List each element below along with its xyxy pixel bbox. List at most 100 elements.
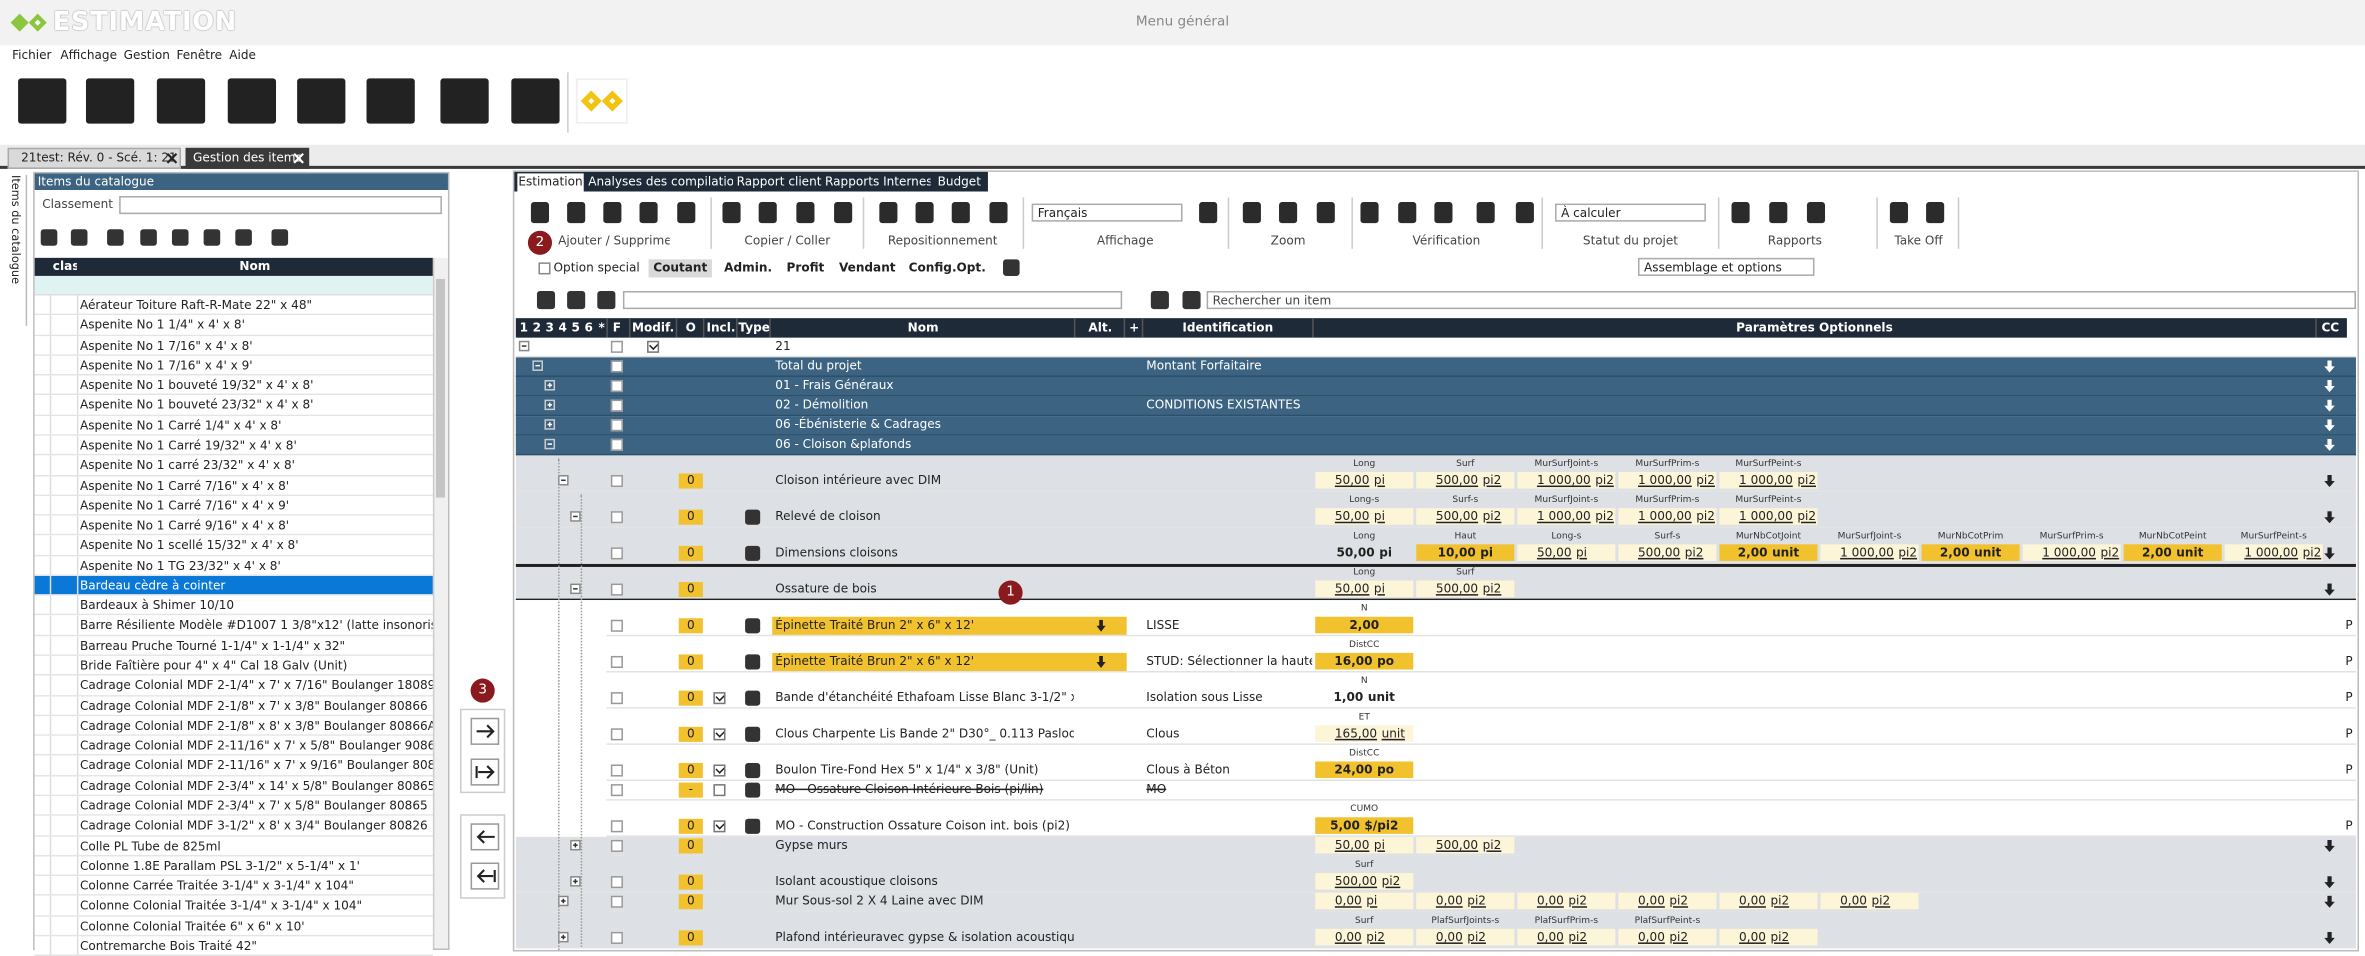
catalog-row[interactable]: Aspenite No 1 carré 23/32" x 4' x 8' xyxy=(35,456,433,476)
checkbox[interactable] xyxy=(611,439,623,451)
estimation-tab[interactable]: Rapport client xyxy=(736,173,822,191)
toolbar-icon[interactable] xyxy=(511,78,559,123)
parameter-cell[interactable]: 2,00unit xyxy=(2124,544,2222,561)
checkbox[interactable] xyxy=(611,360,623,372)
checkbox[interactable] xyxy=(611,840,623,852)
sub-tab[interactable]: Profit xyxy=(781,259,829,277)
catalog-tool-icon[interactable] xyxy=(140,229,157,246)
doc-tab[interactable]: 21test: Rév. 0 - Scé. 1: 21 xyxy=(8,148,181,169)
parameter-cell[interactable]: 1 000,00pi2 xyxy=(2225,544,2323,561)
parameter-cell[interactable]: 1 000,00pi2 xyxy=(1618,508,1716,525)
checkbox[interactable] xyxy=(611,475,623,487)
catalog-tool-icon[interactable] xyxy=(71,229,88,246)
checkbox[interactable] xyxy=(611,656,623,668)
toolbar-icon[interactable] xyxy=(1807,202,1825,223)
text-input[interactable] xyxy=(623,291,1122,309)
catalog-row[interactable]: Cadrage Colonial MDF 2-1/8" x 7' x 3/8" … xyxy=(35,696,433,716)
filter-icon[interactable] xyxy=(1182,291,1200,309)
sub-tab[interactable]: Coutant xyxy=(649,259,712,277)
toolbar-icon[interactable] xyxy=(1732,202,1750,223)
toolbar-icon[interactable] xyxy=(440,78,488,123)
parameter-cell[interactable]: 2,00 xyxy=(1315,617,1413,634)
checkbox[interactable] xyxy=(611,584,623,596)
edit-icon[interactable] xyxy=(537,291,555,309)
expander[interactable] xyxy=(545,400,556,411)
toolbar-icon[interactable] xyxy=(228,78,276,123)
checkbox[interactable] xyxy=(713,820,725,832)
toolbar-icon[interactable] xyxy=(1926,202,1944,223)
expander[interactable] xyxy=(571,511,582,522)
toolbar-icon[interactable] xyxy=(567,202,585,223)
toolbar-icon[interactable] xyxy=(916,202,934,223)
catalog-tool-icon[interactable] xyxy=(41,229,58,246)
catalog-row[interactable]: Aspenite No 1 Carré 19/32" x 4' x 8' xyxy=(35,436,433,456)
catalog-tool-icon[interactable] xyxy=(271,229,288,246)
catalog-row[interactable]: Cadrage Colonial MDF 2-3/4" x 7' x 5/8" … xyxy=(35,796,433,816)
toolbar-icon[interactable] xyxy=(722,202,740,223)
catalog-row[interactable]: Aspenite No 1 Carré 7/16" x 4' x 8' xyxy=(35,476,433,496)
checkbox[interactable] xyxy=(611,511,623,523)
catalog-row[interactable]: Aérateur Toiture Raft-R-Mate 22" x 48" xyxy=(35,296,433,316)
parameter-cell[interactable]: 1 000,00pi2 xyxy=(1719,508,1817,525)
toolbar-icon[interactable] xyxy=(640,202,658,223)
parameter-cell[interactable]: 0,00pi2 xyxy=(1517,893,1615,910)
expander[interactable] xyxy=(532,360,543,371)
toolbar-icon[interactable] xyxy=(1317,202,1335,223)
catalog-row[interactable]: Cadrage Colonial MDF 2-11/16" x 7' x 9/1… xyxy=(35,756,433,776)
estimation-tab[interactable]: Rapports Internes xyxy=(825,173,931,191)
toolbar-icon[interactable] xyxy=(1199,202,1217,223)
catalog-tool-icon[interactable] xyxy=(107,229,124,246)
sub-tab[interactable]: Config.Opt. xyxy=(905,259,989,277)
language-select[interactable]: Français xyxy=(1032,204,1183,222)
filter-icon[interactable] xyxy=(1151,291,1169,309)
catalog-row[interactable]: Barreau Pruche Tourné 1-1/4" x 1-1/4" x … xyxy=(35,636,433,656)
parameter-cell[interactable]: 1 000,00pi2 xyxy=(1517,508,1615,525)
parameter-cell[interactable]: 1 000,00pi2 xyxy=(1517,472,1615,489)
parameter-cell[interactable]: 50,00pi xyxy=(1315,581,1413,598)
parameter-cell[interactable]: 2,00unit xyxy=(1922,544,2020,561)
catalog-row[interactable]: Cadrage Colonial MDF 2-3/4" x 14' x 5/8"… xyxy=(35,776,433,796)
expander[interactable] xyxy=(571,840,582,851)
checkbox[interactable] xyxy=(611,896,623,908)
parameter-cell[interactable]: 0,00pi2 xyxy=(1719,893,1817,910)
checkbox[interactable] xyxy=(611,419,623,431)
checkbox[interactable] xyxy=(611,547,623,559)
parameter-cell[interactable]: 0,00pi xyxy=(1315,893,1413,910)
catalog-row[interactable]: Colonne Colonial Traitée 6" x 6" x 10' xyxy=(35,916,433,936)
parameter-cell[interactable]: 0,00pi2 xyxy=(1618,929,1716,946)
checkbox[interactable] xyxy=(611,692,623,704)
parameter-cell[interactable]: 0,00pi2 xyxy=(1416,893,1514,910)
catalog-row[interactable]: Bride Faîtière pour 4" x 4" Cal 18 Galv … xyxy=(35,656,433,676)
catalog-row[interactable]: Aspenite No 1 Carré 9/16" x 4' x 8' xyxy=(35,516,433,536)
parameter-cell[interactable]: 165,00unit xyxy=(1315,725,1413,742)
toolbar-icon[interactable] xyxy=(1477,202,1495,223)
parameter-cell[interactable]: 24,00po xyxy=(1315,761,1413,778)
toolbar-icon[interactable] xyxy=(297,78,345,123)
catalog-row[interactable]: Bardeaux à Shimer 10/10 xyxy=(35,596,433,616)
checkbox[interactable] xyxy=(647,341,659,353)
parameter-cell[interactable]: 0,00pi2 xyxy=(1315,929,1413,946)
expander[interactable] xyxy=(571,584,582,595)
checkbox[interactable] xyxy=(611,341,623,353)
toolbar-icon[interactable] xyxy=(952,202,970,223)
toolbar-icon[interactable] xyxy=(1279,202,1297,223)
side-tab[interactable]: Items du catalogue xyxy=(6,175,27,326)
catalog-tool-icon[interactable] xyxy=(235,229,252,246)
expander[interactable] xyxy=(519,341,530,352)
checkbox[interactable] xyxy=(611,765,623,777)
expander[interactable] xyxy=(545,419,556,430)
parameter-cell[interactable]: 50,00pi xyxy=(1315,508,1413,525)
catalog-row[interactable]: Colonne Colonial Traitée 3-1/4" x 3-1/4"… xyxy=(35,896,433,916)
parameter-cell[interactable]: 500,00pi2 xyxy=(1416,581,1514,598)
toolbar-icon[interactable] xyxy=(367,78,415,123)
parameter-cell[interactable]: 0,00pi2 xyxy=(1618,893,1716,910)
catalog-row[interactable]: Colonne 1.8E Parallam PSL 3-1/2" x 5-1/4… xyxy=(35,856,433,876)
menu-item[interactable]: Affichage xyxy=(60,48,120,65)
parameter-cell[interactable]: 50,00pi xyxy=(1517,544,1615,561)
parameter-cell[interactable]: 0,00pi2 xyxy=(1821,893,1919,910)
catalog-row[interactable]: Aspenite No 1 7/16" x 4' x 9' xyxy=(35,356,433,376)
estimation-tab[interactable]: Budget xyxy=(934,173,985,191)
settings-icon[interactable] xyxy=(1003,259,1020,276)
checkbox[interactable] xyxy=(713,765,725,777)
edit-icon[interactable] xyxy=(597,291,615,309)
